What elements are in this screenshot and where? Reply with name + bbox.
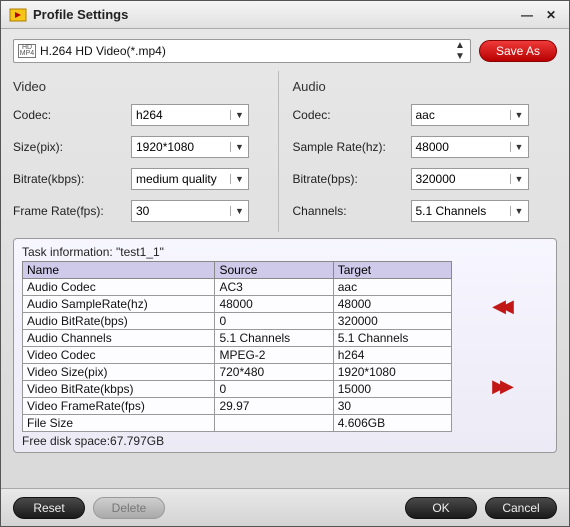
table-row: Audio CodecAC3aac [23, 279, 452, 296]
close-button[interactable]: ✕ [541, 7, 561, 23]
mp4-icon: HDMP4 [18, 44, 36, 58]
video-codec-label: Codec: [13, 108, 131, 122]
task-info-title: Task information: "test1_1" [22, 245, 548, 259]
table-header[interactable]: Source [215, 262, 333, 279]
audio-bitrate-label: Bitrate(bps): [293, 172, 411, 186]
table-cell [215, 415, 333, 432]
table-row: Video CodecMPEG-2h264 [23, 347, 452, 364]
free-disk-label: Free disk space:67.797GB [22, 434, 548, 448]
audio-rate-select[interactable]: 48000▼ [411, 136, 529, 158]
table-row: Audio Channels5.1 Channels5.1 Channels [23, 330, 452, 347]
table-row: Audio SampleRate(hz)4800048000 [23, 296, 452, 313]
video-size-select[interactable]: 1920*1080▼ [131, 136, 249, 158]
video-size-label: Size(pix): [13, 140, 131, 154]
table-cell: 0 [215, 381, 333, 398]
table-cell: 0 [215, 313, 333, 330]
window-body: HDMP4 H.264 HD Video(*.mp4) ▲▼ Save As V… [1, 29, 569, 488]
table-row: Audio BitRate(bps)0320000 [23, 313, 452, 330]
table-cell: Audio Codec [23, 279, 215, 296]
table-row: Video Size(pix)720*4801920*1080 [23, 364, 452, 381]
table-row: Video FrameRate(fps)29.9730 [23, 398, 452, 415]
chevron-down-icon: ▼ [230, 174, 248, 184]
audio-channels-select[interactable]: 5.1 Channels▼ [411, 200, 529, 222]
table-cell: MPEG-2 [215, 347, 333, 364]
table-cell: Video FrameRate(fps) [23, 398, 215, 415]
video-bitrate-select[interactable]: medium quality▼ [131, 168, 249, 190]
table-cell: AC3 [215, 279, 333, 296]
save-as-button[interactable]: Save As [479, 40, 557, 62]
reset-button[interactable]: Reset [13, 497, 85, 519]
chevron-down-icon: ▼ [510, 110, 528, 120]
audio-section-title: Audio [293, 79, 550, 94]
table-cell: 4.606GB [333, 415, 451, 432]
task-info-table: NameSourceTarget Audio CodecAC3aacAudio … [22, 261, 452, 432]
table-cell: 48000 [215, 296, 333, 313]
minimize-button[interactable]: — [517, 7, 537, 23]
table-header[interactable]: Target [333, 262, 451, 279]
table-cell: 30 [333, 398, 451, 415]
table-cell: h264 [333, 347, 451, 364]
chevron-down-icon: ▼ [510, 174, 528, 184]
chevron-down-icon: ▼ [230, 142, 248, 152]
video-section-title: Video [13, 79, 270, 94]
audio-codec-select[interactable]: aac▼ [411, 104, 529, 126]
chevron-down-icon: ▼ [230, 110, 248, 120]
profile-select-value: H.264 HD Video(*.mp4) [40, 44, 454, 58]
task-info-panel: Task information: "test1_1" NameSourceTa… [13, 238, 557, 453]
table-header[interactable]: Name [23, 262, 215, 279]
audio-column: Audio Codec: aac▼ Sample Rate(hz): 48000… [278, 71, 558, 232]
delete-button: Delete [93, 497, 165, 519]
table-cell: File Size [23, 415, 215, 432]
ok-button[interactable]: OK [405, 497, 477, 519]
profile-row: HDMP4 H.264 HD Video(*.mp4) ▲▼ Save As [13, 39, 557, 63]
video-bitrate-label: Bitrate(kbps): [13, 172, 131, 186]
titlebar: Profile Settings — ✕ [1, 1, 569, 29]
video-fps-select[interactable]: 30▼ [131, 200, 249, 222]
table-cell: 15000 [333, 381, 451, 398]
profile-settings-window: Profile Settings — ✕ HDMP4 H.264 HD Vide… [0, 0, 570, 527]
audio-rate-label: Sample Rate(hz): [293, 140, 411, 154]
table-cell: 720*480 [215, 364, 333, 381]
video-codec-select[interactable]: h264▼ [131, 104, 249, 126]
profile-select[interactable]: HDMP4 H.264 HD Video(*.mp4) ▲▼ [13, 39, 471, 63]
footer: Reset Delete OK Cancel [1, 488, 569, 526]
chevron-down-icon: ▼ [510, 142, 528, 152]
table-cell: 5.1 Channels [333, 330, 451, 347]
task-nav: ◀◀ ▶▶ [452, 267, 548, 427]
table-cell: Audio SampleRate(hz) [23, 296, 215, 313]
chevron-down-icon: ▼ [510, 206, 528, 216]
table-cell: 29.97 [215, 398, 333, 415]
table-cell: Video BitRate(kbps) [23, 381, 215, 398]
table-cell: 48000 [333, 296, 451, 313]
table-cell: 5.1 Channels [215, 330, 333, 347]
table-cell: Audio Channels [23, 330, 215, 347]
settings-columns: Video Codec: h264▼ Size(pix): 1920*1080▼… [13, 71, 557, 232]
window-title: Profile Settings [33, 7, 513, 22]
chevron-down-icon: ▼ [230, 206, 248, 216]
table-cell: 320000 [333, 313, 451, 330]
cancel-button[interactable]: Cancel [485, 497, 557, 519]
audio-channels-label: Channels: [293, 204, 411, 218]
video-fps-label: Frame Rate(fps): [13, 204, 131, 218]
audio-codec-label: Codec: [293, 108, 411, 122]
app-icon [9, 6, 27, 24]
table-row: File Size 4.606GB [23, 415, 452, 432]
table-cell: Video Size(pix) [23, 364, 215, 381]
audio-bitrate-select[interactable]: 320000▼ [411, 168, 529, 190]
table-cell: Video Codec [23, 347, 215, 364]
next-task-button[interactable]: ▶▶ [492, 376, 508, 397]
table-row: Video BitRate(kbps)015000 [23, 381, 452, 398]
chevron-updown-icon[interactable]: ▲▼ [454, 40, 466, 62]
table-cell: Audio BitRate(bps) [23, 313, 215, 330]
prev-task-button[interactable]: ◀◀ [492, 296, 508, 317]
video-column: Video Codec: h264▼ Size(pix): 1920*1080▼… [13, 71, 278, 232]
table-cell: aac [333, 279, 451, 296]
table-cell: 1920*1080 [333, 364, 451, 381]
